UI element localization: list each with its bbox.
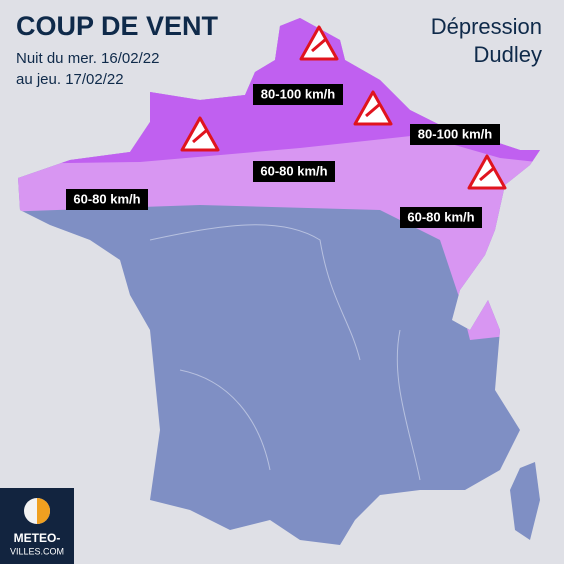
label-box [66,189,148,210]
logo-text: VILLES.COM [10,546,64,556]
logo-sun [37,498,50,524]
label-box [253,161,335,182]
label-box [400,207,482,228]
zone-label: 60-80 km/h [407,209,474,224]
label-box [410,124,500,145]
warning-icon [353,90,393,126]
zone-label: 80-100 km/h [261,86,335,101]
warning-icon [467,154,507,190]
logo-text: METEO- [14,531,61,545]
zone-label: 60-80 km/h [73,191,140,206]
rivers [149,224,421,481]
subtitle: Nuit du mer. 16/02/22 [16,50,159,67]
zone-label: 60-80 km/h [260,163,327,178]
subtitle: au jeu. 17/02/22 [16,71,124,88]
corsica [510,462,540,540]
zone-label: 80-100 km/h [418,126,492,141]
title: COUP DE VENT [16,11,219,41]
label-box [253,84,343,105]
storm-name: Dudley [474,42,542,67]
warnings [180,25,507,190]
logo: METEO- VILLES.COM [0,488,74,564]
warning-icon [299,25,339,61]
warning-icon [180,116,220,152]
storm-name: Dépression [431,14,542,39]
